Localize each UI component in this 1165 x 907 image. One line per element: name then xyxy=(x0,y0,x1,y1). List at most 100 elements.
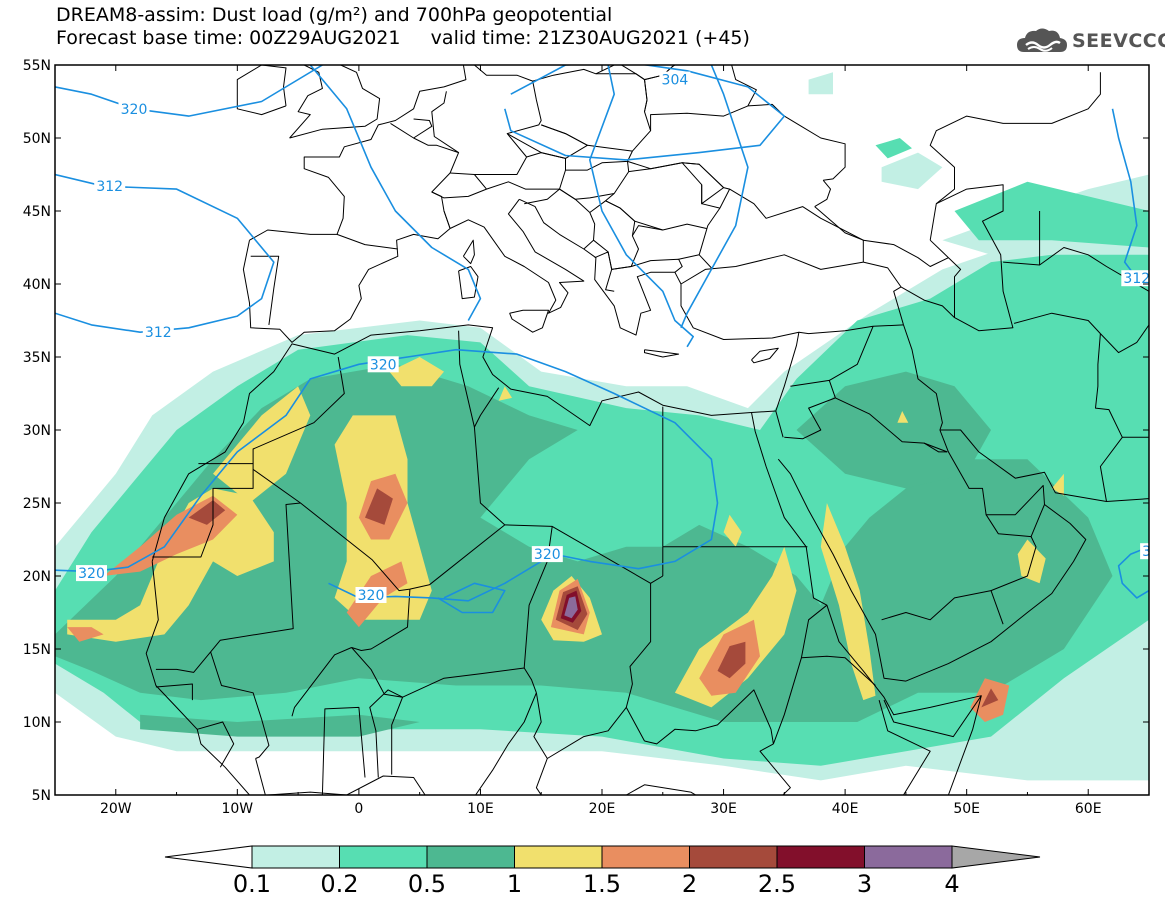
contour-label: 320 xyxy=(121,102,148,118)
coast-ireland xyxy=(236,65,287,116)
border-eritrea-ethiopia xyxy=(801,655,876,686)
colorbar-level-label: 3 xyxy=(857,870,872,898)
border-burkina-niger xyxy=(351,647,403,698)
border-ssudan-south xyxy=(690,743,791,795)
lat-tick-label: 20N xyxy=(23,569,51,585)
border-iran-turkey xyxy=(893,286,904,326)
dust-region-dark-arabia xyxy=(796,371,991,489)
border-libya-chad xyxy=(504,524,664,584)
colorbar-low-arrow xyxy=(164,845,253,869)
lon-tick-label: 10E xyxy=(467,801,494,817)
contour-312-europe xyxy=(309,65,482,321)
border-ghana xyxy=(321,706,366,795)
border-bulgaria-turkey xyxy=(678,254,700,260)
dust-region-brown-sudan xyxy=(717,641,746,679)
contour-312-balkans xyxy=(589,65,694,348)
border-moldova xyxy=(682,162,725,205)
coast-caspian xyxy=(929,184,1014,332)
contour-label: 3 xyxy=(1142,544,1151,560)
coast-sicily xyxy=(509,309,549,333)
border-niger-chad xyxy=(523,526,553,669)
border-belarus xyxy=(644,65,757,112)
colorbar-segment xyxy=(601,845,690,869)
geopotential-contours: 320 312 304 312 320 320 320 320 312 3 xyxy=(55,65,1151,614)
border-france-spain xyxy=(336,233,398,250)
lon-tick-label: 50E xyxy=(953,801,980,817)
border-guinea-mali xyxy=(210,651,270,759)
border-mali-burkina xyxy=(291,647,352,717)
colorbar-level-label: 0.1 xyxy=(233,870,271,898)
colorbar-segment xyxy=(339,845,428,869)
contour-label-bg xyxy=(355,587,387,603)
border-sierra-leone xyxy=(197,721,235,768)
border-mauritania-mali xyxy=(210,468,301,653)
lat-tick-label: 5N xyxy=(32,788,51,804)
border-mali-niger xyxy=(351,589,411,651)
title-line-1: DREAM8-assim: Dust load (g/m²) and 700hP… xyxy=(56,4,613,26)
lat-tick-label: 45N xyxy=(23,204,51,220)
lat-tick-label: 25N xyxy=(23,496,51,512)
border-austria-italy xyxy=(486,181,560,190)
title-line-2: Forecast base time: 00Z29AUG2021 valid t… xyxy=(56,27,750,49)
border-turkmen-kazakh xyxy=(1003,247,1149,292)
lat-tick-label: 40N xyxy=(23,277,51,293)
contour-label: 312 xyxy=(96,179,123,195)
border-syria-iraq xyxy=(829,326,874,381)
axis-ticks: 55N 50N 45N 40N 35N 30N 25N 20N 15N 10N 5N 20W 10W 0 1… xyxy=(23,58,1150,817)
colorbar-segment xyxy=(864,845,953,869)
contour-label: 312 xyxy=(1123,271,1150,287)
colorbar-level-label: 2.5 xyxy=(758,870,796,898)
dust-region-poland xyxy=(808,72,833,95)
border-balkans-a xyxy=(524,188,596,250)
border-car-chad xyxy=(547,707,627,759)
colorbar-segment xyxy=(251,845,340,869)
contour-label: 320 xyxy=(370,357,397,373)
dust-region-ukraine xyxy=(881,152,943,190)
coast-france-atl xyxy=(303,65,467,235)
dust-region-yellow-tunisia xyxy=(389,357,444,387)
colorbar: 0.1 0.2 0.5 1 1.5 2 2.5 3 4 xyxy=(164,845,1041,898)
border-caucasus-north xyxy=(863,239,949,267)
border-greece-north xyxy=(611,258,683,273)
border-algeria-mali xyxy=(300,502,506,592)
contour-label-bg xyxy=(76,565,107,582)
coast-uk-west xyxy=(289,65,323,139)
lat-tick-label: 50N xyxy=(23,131,51,147)
border-western-sahara xyxy=(152,463,254,558)
lon-tick-label: 10W xyxy=(221,801,253,817)
border-car-south xyxy=(541,784,691,795)
coast-africa-north xyxy=(151,324,776,562)
dust-field xyxy=(55,72,1149,781)
border-romania xyxy=(628,162,721,209)
border-saudi-yemen xyxy=(881,590,1004,625)
border-egypt-israel xyxy=(775,410,784,438)
contour-label: 320 xyxy=(534,547,561,563)
border-france-italy xyxy=(443,210,451,229)
dust-region-orange-senegal xyxy=(67,627,104,642)
border-saudi-oman xyxy=(990,536,1037,592)
contour-320-chad-loop xyxy=(437,582,506,614)
border-somaliland xyxy=(883,695,982,738)
colorbar-level-label: 4 xyxy=(944,870,959,898)
coast-corsica xyxy=(462,239,475,265)
coast-cyprus xyxy=(751,347,779,364)
dust-region-yellow-egypt xyxy=(723,514,742,547)
dust-region-eu-spot xyxy=(875,138,912,159)
border-germany-east xyxy=(506,81,542,158)
contour-label: 312 xyxy=(145,325,172,341)
lon-tick-label: 60E xyxy=(1075,801,1102,817)
contour-312-east xyxy=(680,65,749,329)
dust-region-yellow-uae xyxy=(1051,473,1064,496)
border-niger-nigeria xyxy=(402,667,537,698)
lat-tick-label: 35N xyxy=(23,350,51,366)
coast-iran xyxy=(939,429,1149,502)
coast-uk xyxy=(289,65,381,139)
border-sudan-ssudan xyxy=(644,689,774,745)
contour-320-northwest xyxy=(55,65,323,117)
border-kazakh-russia xyxy=(929,72,1101,205)
coast-blacksea-north xyxy=(698,188,864,269)
contour-312-west xyxy=(55,173,275,333)
contour-arabia-east xyxy=(1117,546,1149,599)
lat-tick-label: 10N xyxy=(23,715,51,731)
colorbar-level-label: 0.2 xyxy=(320,870,358,898)
